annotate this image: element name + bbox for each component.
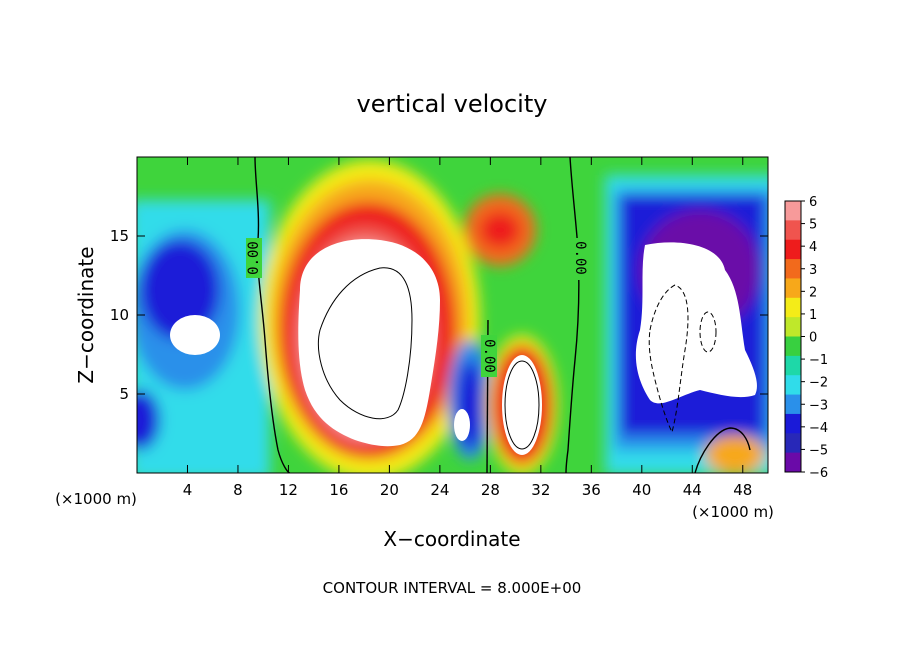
x-unit-label-right: (×1000 m): [692, 503, 774, 521]
colorbar-label: −6: [809, 466, 828, 481]
colorbar-swatch-5: [785, 297, 801, 318]
heatmap-field: 0.00 0.00 0.00: [137, 157, 768, 473]
colorbar-label: 4: [809, 240, 817, 255]
x-tick-label: 8: [233, 481, 243, 499]
colorbar-label: 2: [809, 285, 817, 300]
y-tick-label: 15: [110, 227, 129, 245]
y-axis-label: Z−coordinate: [74, 246, 98, 383]
colorbar-swatch-0: [785, 201, 801, 221]
colorbar-swatch-11: [785, 413, 801, 434]
colorbar-swatch-7: [785, 336, 801, 357]
x-tick-label: 36: [582, 481, 601, 499]
colorbar-swatch-8: [785, 355, 801, 376]
contour-interval-note: CONTOUR INTERVAL = 8.000E+00: [323, 579, 582, 597]
x-tick-label: 24: [430, 481, 449, 499]
contour-labels: 0.00 0.00 0.00: [246, 238, 588, 377]
colorbar-label: 0: [809, 331, 817, 346]
colorbar-swatch-1: [785, 220, 801, 241]
y-tick-label: 5: [119, 385, 129, 403]
colorbar-label: 6: [809, 195, 817, 210]
colorbar-swatch-3: [785, 259, 801, 279]
colorbar-label: −2: [809, 376, 828, 391]
contour-label-right: 0.00: [572, 241, 588, 275]
colorbar-label: 1: [809, 308, 817, 323]
x-tick-label: 4: [183, 481, 193, 499]
colorbar-label: 5: [809, 218, 817, 233]
colorbar-swatch-6: [785, 317, 801, 337]
colorbar-swatch-13: [785, 452, 801, 473]
colorbar-swatch-9: [785, 375, 801, 396]
y-axis-ticks: 5 10 15: [110, 227, 768, 403]
contour-lines-thin: [317, 267, 540, 450]
saturated-regions: [170, 239, 757, 455]
x-tick-label: 48: [733, 481, 752, 499]
colorbar-swatch-10: [785, 394, 801, 415]
colorbar-label: −5: [809, 443, 828, 458]
x-axis-label: X−coordinate: [383, 527, 520, 551]
x-tick-label: 28: [481, 481, 500, 499]
x-tick-label: 12: [279, 481, 298, 499]
x-tick-label: 40: [632, 481, 651, 499]
colorbar-label: −4: [809, 421, 828, 436]
x-axis-ticks: 4 8 12 16 20 24 28 32 36 40 44 48: [183, 157, 752, 499]
x-tick-label: 20: [380, 481, 399, 499]
colorbar-label: 3: [809, 263, 817, 278]
colorbar-swatch-12: [785, 433, 801, 454]
x-tick-label: 44: [683, 481, 702, 499]
y-tick-label: 10: [110, 306, 129, 324]
chart-title: vertical velocity: [357, 90, 548, 118]
colorbar-label: −1: [809, 353, 828, 368]
colorbar: 6 5 4 3 2 1 0 −1 −2 −3 −4 −5 −6: [784, 195, 828, 481]
colorbar-label: −3: [809, 398, 828, 413]
x-unit-label-left: (×1000 m): [55, 490, 137, 508]
contour-label-left: 0.00: [246, 241, 262, 275]
colorbar-swatch-4: [785, 278, 801, 299]
x-tick-label: 32: [531, 481, 550, 499]
negative-contours: [648, 284, 717, 434]
x-tick-label: 16: [329, 481, 348, 499]
contour-label-mid: 0.00: [481, 339, 497, 373]
contour-lines: [254, 157, 751, 473]
colorbar-swatch-2: [785, 239, 801, 260]
